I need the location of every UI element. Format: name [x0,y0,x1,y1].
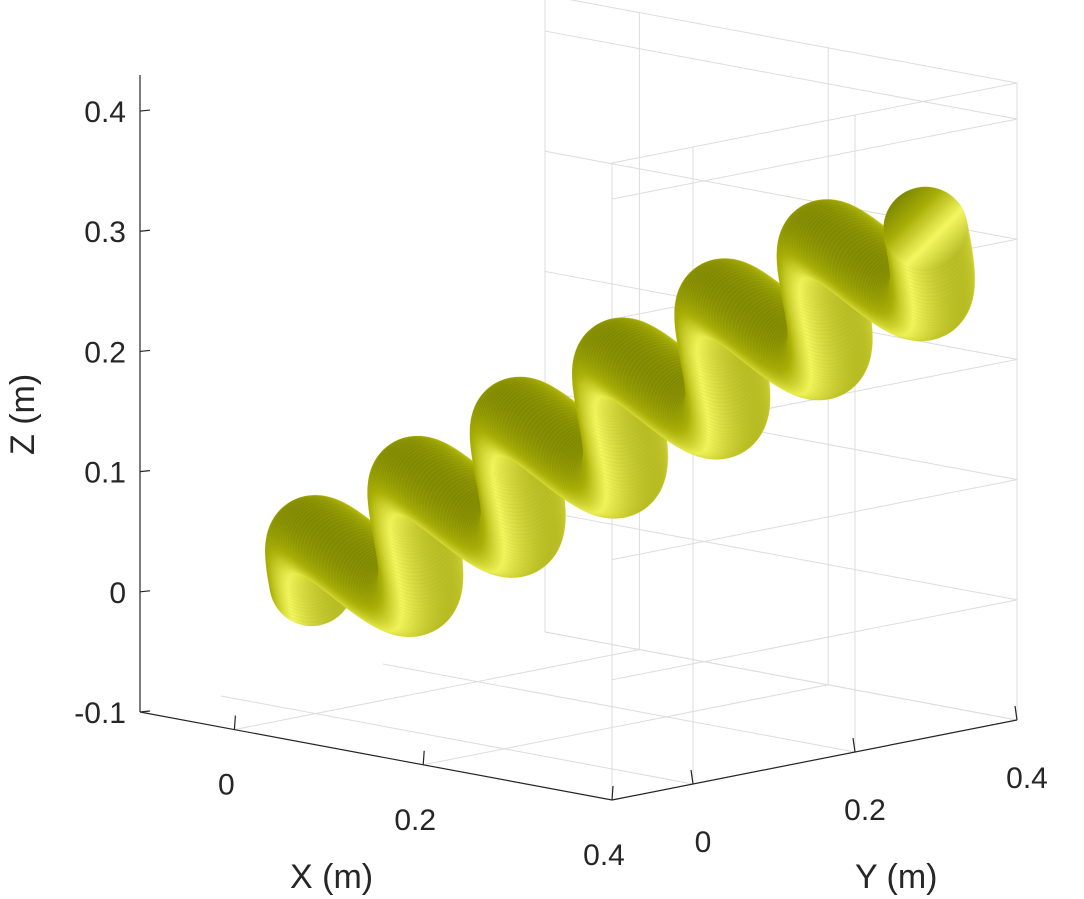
z-tick-label-3: 0.2 [84,336,126,369]
helix-segment-520 [882,186,969,272]
grid-line-z-back-1 [544,511,1018,601]
label-layer: X (m) Y (m) Z (m) [4,374,937,896]
grid-line-z-back-5 [544,30,1018,120]
grid-line-x-floor-0 [234,649,640,731]
y-axis-line [611,719,1018,801]
x-tick-1 [422,750,425,765]
z-tick-label-2: 0.1 [84,457,126,490]
grid-line-z-side-2 [611,479,1018,561]
z-tick-2 [139,470,151,473]
grid-line-z-side-5 [611,118,1018,200]
z-tick-label-5: 0.4 [84,96,126,129]
x-tick-label-1: 0.2 [394,804,436,837]
z-tick-4 [139,229,151,232]
x-axis-line [139,711,613,801]
grid-line-x-floor-1 [423,684,829,766]
x-tick-2 [611,785,614,801]
z-tick-label-4: 0.3 [84,216,126,249]
x-tick-0 [233,715,236,730]
grid-line-y-floor-0 [220,695,694,785]
x-axis-label: X (m) [290,858,373,896]
grid-line-y-floor-1 [382,663,856,753]
z-tick-1 [139,590,151,593]
y-tick-0 [690,769,694,785]
helix-surface [264,186,976,638]
y-tick-label-0: 0 [695,826,712,859]
grid-line-z-side-1 [611,599,1018,681]
z-tick-5 [139,109,151,112]
y-tick-label-2: 0.4 [1006,762,1048,795]
z-tick-0 [139,710,151,713]
box-edge-top-side [611,82,1018,164]
grid-line-y-floor-2 [544,631,1018,721]
y-axis-label: Y (m) [855,858,937,896]
x-tick-label-2: 0.4 [583,839,625,872]
axis-layer: -0.1 0 0.1 0.2 0.3 0.4 0 0.2 0.4 0 0.2 0.4 [74,75,1048,872]
z-axis-label: Z (m) [4,374,42,455]
y-tick-1 [852,737,856,753]
z-tick-label-0: -0.1 [74,697,126,730]
box-edge-top-back [569,0,1018,84]
z-tick-label-1: 0 [109,577,126,610]
z-tick-3 [139,349,151,353]
x-tick-label-0: 0 [218,769,235,802]
y-tick-label-1: 0.2 [844,794,886,827]
y-tick-2 [1014,705,1018,721]
